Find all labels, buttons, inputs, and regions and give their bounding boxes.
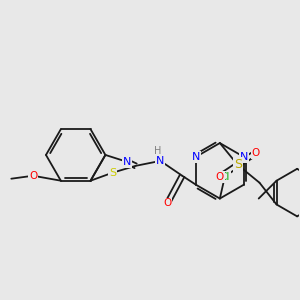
Text: S: S (109, 168, 116, 178)
Text: N: N (123, 157, 131, 167)
Text: O: O (216, 172, 224, 182)
Text: O: O (29, 171, 37, 181)
Text: O: O (163, 199, 172, 208)
Text: H: H (154, 146, 161, 156)
Text: N: N (240, 152, 248, 162)
Text: O: O (251, 148, 260, 158)
Text: Cl: Cl (220, 172, 230, 182)
Text: N: N (156, 156, 165, 166)
Text: N: N (192, 152, 200, 162)
Text: S: S (234, 158, 242, 171)
